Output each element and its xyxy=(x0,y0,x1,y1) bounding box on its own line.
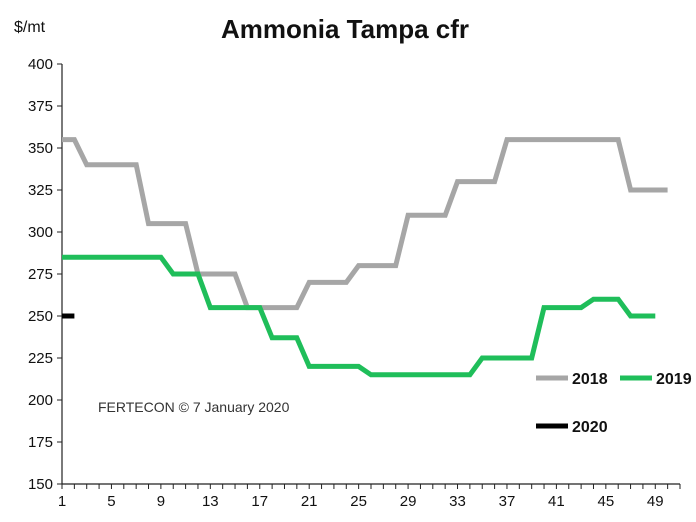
x-tick-label: 21 xyxy=(301,493,318,510)
y-tick-label: 325 xyxy=(28,182,53,199)
x-tick-label: 13 xyxy=(202,493,219,510)
y-tick-label: 300 xyxy=(28,224,53,241)
y-tick-label: 225 xyxy=(28,350,53,367)
legend: 2018 2019 2020 xyxy=(536,371,692,436)
y-axis-unit-label: $/mt xyxy=(14,19,46,36)
series-line-2019 xyxy=(62,254,656,378)
x-tick-label: 9 xyxy=(157,493,165,510)
x-tick-label: 41 xyxy=(548,493,565,510)
y-tick-label: 200 xyxy=(28,392,53,409)
x-tick-label: 49 xyxy=(647,493,664,510)
legend-label-2020: 2020 xyxy=(572,419,608,436)
y-tick-label: 175 xyxy=(28,434,53,451)
axes: 150 175 200 225 250 275 300 325 350 375 400 1 5 9 13 17… xyxy=(28,56,681,510)
x-tick-label: 5 xyxy=(107,493,115,510)
x-tick-label: 17 xyxy=(251,493,268,510)
x-tick-label: 1 xyxy=(58,493,66,510)
series-line-2018 xyxy=(62,137,668,311)
legend-label-2019: 2019 xyxy=(656,371,692,388)
x-tick-label: 33 xyxy=(449,493,466,510)
x-tick-label: 29 xyxy=(400,493,417,510)
y-tick-label: 250 xyxy=(28,308,53,325)
x-tick-label: 25 xyxy=(350,493,367,510)
y-tick-label: 375 xyxy=(28,98,53,115)
source-annotation: FERTECON © 7 January 2020 xyxy=(98,399,290,415)
x-tick-label: 37 xyxy=(499,493,516,510)
y-tick-label: 350 xyxy=(28,140,53,157)
y-tick-label: 400 xyxy=(28,56,53,73)
y-tick-label: 275 xyxy=(28,266,53,283)
chart-title: Ammonia Tampa cfr xyxy=(221,14,469,44)
x-tick-label: 45 xyxy=(597,493,614,510)
legend-label-2018: 2018 xyxy=(572,371,608,388)
series-layer xyxy=(62,137,668,378)
y-tick-label: 150 xyxy=(28,476,53,493)
